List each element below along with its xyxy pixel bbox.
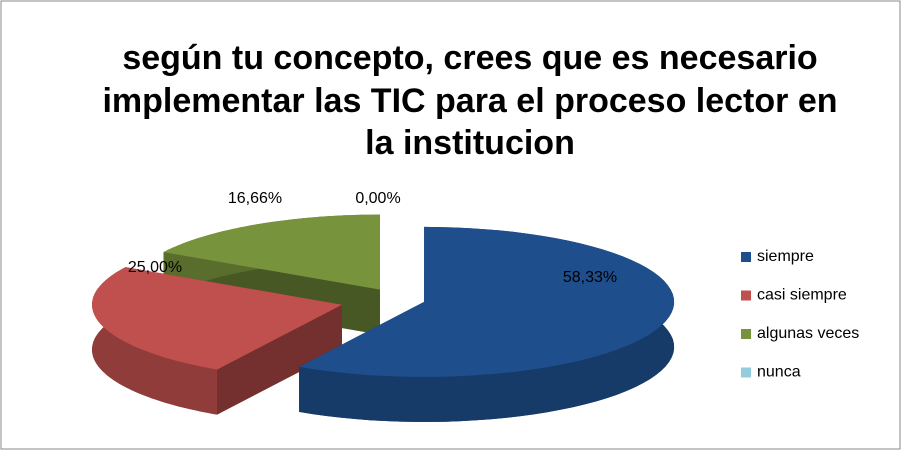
data-label: 25,00% bbox=[128, 259, 182, 276]
chart-title: implementar las TIC para el proceso lect… bbox=[102, 82, 837, 120]
legend-label: siempre bbox=[757, 248, 814, 265]
legend-label: nunca bbox=[757, 364, 801, 381]
data-label: 0,00% bbox=[355, 190, 400, 207]
slice bbox=[299, 226, 675, 377]
slice bbox=[163, 214, 380, 290]
slice bbox=[92, 267, 342, 370]
legend-swatch bbox=[741, 290, 751, 301]
data-label: 16,66% bbox=[228, 190, 282, 207]
data-label: 58,33% bbox=[563, 269, 617, 286]
chart-title: según tu concepto, crees que es necesari… bbox=[122, 39, 817, 77]
legend-label: algunas veces bbox=[757, 325, 859, 342]
legend-swatch bbox=[741, 329, 751, 339]
legend-swatch bbox=[741, 367, 751, 378]
legend-swatch bbox=[741, 252, 751, 262]
chart-title: la institucion bbox=[365, 124, 575, 162]
legend-label: casi siempre bbox=[757, 287, 847, 304]
